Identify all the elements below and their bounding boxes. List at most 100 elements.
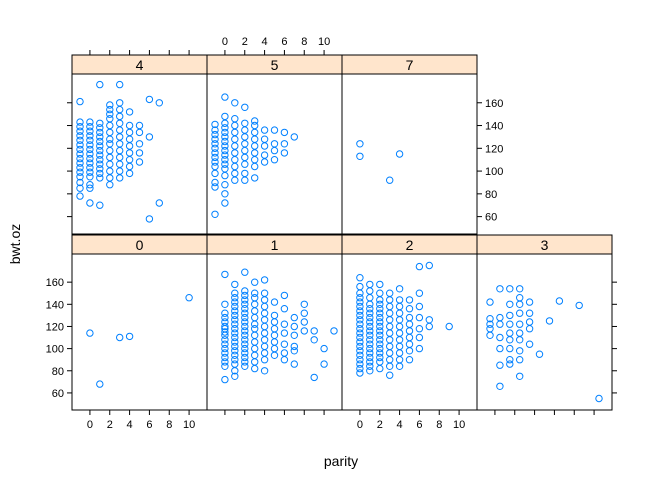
- data-point: [241, 362, 249, 370]
- data-point: [221, 119, 229, 128]
- data-point: [251, 358, 259, 366]
- data-point: [116, 133, 124, 141]
- data-point: [445, 322, 453, 331]
- data-point: [356, 307, 364, 315]
- data-point: [76, 154, 84, 163]
- data-point: [386, 289, 394, 297]
- x-tick-label: 10: [453, 419, 465, 431]
- data-point: [395, 329, 404, 337]
- data-point: [221, 93, 229, 101]
- data-point: [356, 298, 364, 306]
- y-axis-label: bwt.oz: [7, 224, 23, 264]
- data-point: [125, 128, 134, 137]
- data-point: [135, 149, 144, 157]
- data-point: [260, 135, 269, 143]
- data-point: [516, 294, 524, 302]
- data-point: [106, 167, 114, 175]
- data-point: [356, 338, 364, 346]
- data-point: [525, 325, 534, 333]
- data-point: [211, 135, 219, 143]
- data-point: [125, 169, 134, 178]
- strip-label-4: 4: [136, 57, 144, 73]
- data-point: [300, 309, 308, 317]
- data-point: [116, 112, 124, 121]
- data-point: [376, 305, 384, 313]
- data-point: [356, 274, 364, 282]
- data-point: [386, 371, 394, 379]
- data-point: [376, 300, 384, 308]
- data-point: [260, 342, 269, 351]
- data-point: [251, 351, 259, 359]
- data-point: [366, 287, 374, 295]
- data-point: [415, 302, 424, 311]
- data-point: [280, 340, 289, 348]
- data-point: [116, 140, 124, 148]
- data-point: [366, 318, 374, 326]
- data-point: [76, 159, 84, 167]
- data-point: [211, 178, 219, 187]
- data-point: [86, 173, 94, 181]
- data-point: [125, 135, 134, 143]
- data-point: [221, 344, 229, 353]
- data-point: [241, 153, 249, 162]
- data-point: [425, 316, 433, 324]
- data-point: [231, 135, 239, 143]
- data-point: [231, 342, 239, 351]
- data-point: [270, 331, 279, 339]
- data-point: [221, 142, 229, 150]
- data-point: [106, 115, 114, 123]
- y-tick-label: 160: [46, 277, 64, 289]
- data-point: [86, 123, 94, 131]
- data-point: [231, 302, 239, 311]
- data-point: [506, 336, 514, 344]
- data-point: [516, 372, 524, 380]
- data-point: [211, 120, 219, 129]
- data-point: [116, 146, 124, 155]
- x-axis-label: parity: [324, 453, 358, 469]
- data-point: [496, 333, 504, 342]
- data-point: [96, 133, 104, 141]
- data-point: [231, 356, 239, 364]
- data-point: [260, 322, 269, 331]
- data-point: [386, 342, 394, 351]
- data-point: [280, 149, 289, 157]
- panel-3: 3: [476, 234, 613, 411]
- data-point: [221, 309, 229, 317]
- data-point: [106, 140, 114, 148]
- data-point: [86, 159, 94, 167]
- data-point: [116, 80, 124, 89]
- data-point: [366, 349, 374, 357]
- data-point: [366, 300, 374, 308]
- data-point: [376, 358, 384, 366]
- data-point: [386, 356, 394, 364]
- data-point: [86, 118, 94, 126]
- data-point: [125, 108, 134, 116]
- data-point: [241, 296, 249, 304]
- data-point: [106, 121, 114, 130]
- data-point: [260, 302, 269, 311]
- data-point: [575, 301, 583, 310]
- data-point: [356, 329, 364, 337]
- panel-4: 4: [71, 54, 208, 235]
- data-point: [211, 149, 219, 157]
- data-point: [155, 99, 164, 107]
- x-tick-label: 10: [183, 419, 195, 431]
- data-point: [221, 349, 229, 357]
- data-point: [241, 313, 249, 322]
- data-point: [386, 176, 394, 184]
- data-point: [96, 160, 104, 168]
- data-point: [425, 322, 433, 331]
- data-point: [86, 127, 94, 135]
- plot-area-7: [341, 73, 478, 235]
- data-point: [280, 356, 289, 364]
- data-point: [506, 329, 514, 337]
- data-point: [356, 342, 364, 351]
- data-point: [241, 358, 249, 366]
- data-point: [395, 322, 404, 331]
- data-point: [525, 318, 534, 326]
- data-point: [516, 356, 524, 364]
- data-point: [221, 199, 229, 207]
- data-point: [251, 156, 259, 164]
- data-point: [221, 124, 229, 132]
- data-point: [211, 169, 219, 178]
